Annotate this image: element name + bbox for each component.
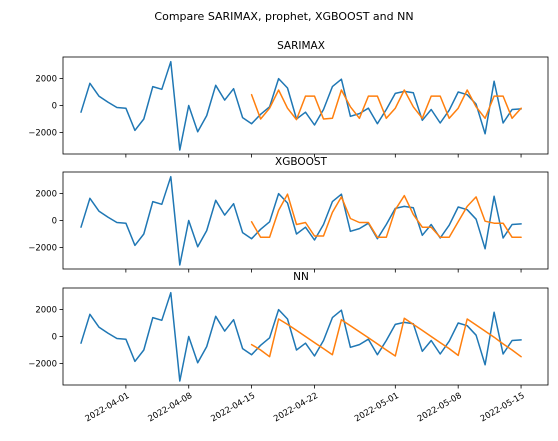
xtick-label-1: 2022-04-08 [146,391,194,424]
series-line-actual-sarimax [80,60,522,151]
xtick-label-5: 2022-05-08 [416,391,464,424]
y-axis-sarimax: −2000 0 2000 [28,75,63,138]
ytick-label-nn-0: −2000 [28,359,57,369]
subplot-sarimax: SARIMAX −2000 0 2000 [28,40,549,158]
subplot-title-sarimax: SARIMAX [277,40,325,52]
xtick-label-4: 2022-05-01 [353,391,401,424]
y-axis-nn: −2000 0 2000 [28,306,63,369]
x-axis-nn: 2022-04-01 2022-04-08 2022-04-15 2022-04-22… [84,385,527,424]
axes-frame-sarimax [62,56,549,155]
subplot-xgboost: XGBOOST −2000 0 2000 [28,156,549,273]
series-line-actual-nn [80,291,522,382]
figure-suptitle: Compare SARIMAX, prophet, XGBOOST and NN [154,10,413,23]
series-group-xgboost [80,175,522,266]
ytick-label-xgboost-1: 0 [52,217,57,227]
series-line-actual-xgboost [80,175,522,266]
x-axis-sarimax [125,154,522,158]
subplot-title-xgboost: XGBOOST [275,156,328,168]
xtick-label-3: 2022-04-22 [272,391,320,424]
xtick-label-6: 2022-05-15 [479,391,527,424]
ytick-label-sarimax-0: −2000 [28,128,57,138]
ytick-label-nn-1: 0 [52,333,57,343]
x-axis-xgboost [125,269,522,273]
ytick-label-nn-2: 2000 [35,306,57,316]
ytick-label-xgboost-2: 2000 [35,190,57,200]
series-group-nn [80,291,522,382]
xtick-label-0: 2022-04-01 [84,391,132,424]
subplot-title-nn: NN [293,271,309,283]
axes-frame-xgboost [62,171,549,270]
series-line-forecast-sarimax [250,89,522,121]
series-line-forecast-nn [250,317,522,358]
series-line-forecast-xgboost [250,193,522,239]
ytick-label-sarimax-2: 2000 [35,75,57,85]
ytick-label-sarimax-1: 0 [52,102,57,112]
xtick-label-2: 2022-04-15 [209,391,257,424]
ytick-label-xgboost-0: −2000 [28,243,57,253]
y-axis-xgboost: −2000 0 2000 [28,190,63,253]
series-group-sarimax [80,60,522,151]
axes-frame-nn [62,287,549,386]
